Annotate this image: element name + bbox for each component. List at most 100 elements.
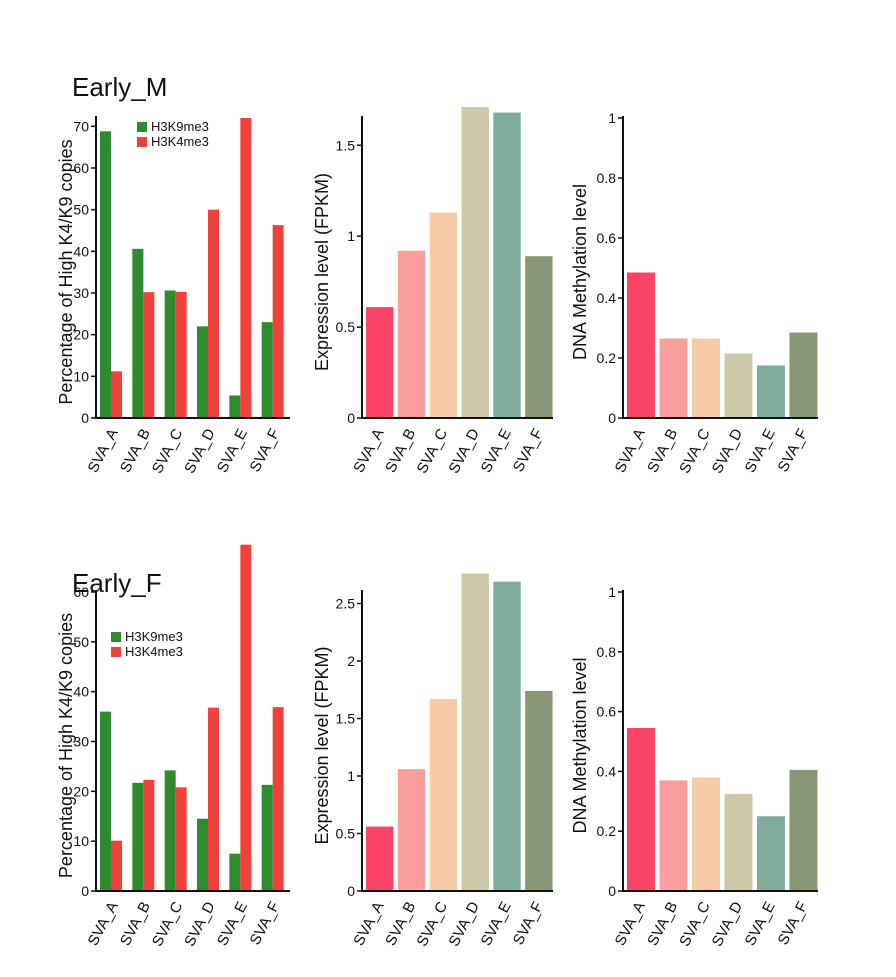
y-tick-label: 50 [73,634,89,650]
y-axis-title: Percentage of High K4/K9 copies [56,139,76,404]
bar-h3k4me3-sva-a [111,840,122,891]
x-category-label-sva-f: SVA_F [774,426,811,475]
bar-sva-e [757,365,785,418]
bar-h3k9me3-sva-a [100,711,111,891]
y-axis-title: Percentage of High K4/K9 copies [56,613,76,878]
bar-h3k9me3-sva-f [261,322,273,418]
x-category-label-sva-d: SVA_D [709,899,747,950]
x-category-label-sva-e: SVA_E [478,899,515,949]
chart-panel-4: 0102030405060SVA_ASVA_BSVA_CSVA_DSVA_ESV… [56,544,290,949]
y-tick-label: 1 [608,110,616,126]
chart-panel-1: 010203040506070SVA_ASVA_BSVA_CSVA_DSVA_E… [56,116,290,476]
bar-h3k4me3-sva-c [175,787,187,891]
legend-label-h3k4me3: H3K4me3 [151,134,209,149]
y-tick-label: 0.8 [597,644,617,660]
bar-sva-b [397,250,426,418]
bar-sva-b [659,338,688,418]
y-tick-label: 30 [73,734,89,750]
y-tick-label: 20 [73,327,89,343]
y-tick-label: 1.5 [336,711,356,727]
bar-h3k9me3-sva-b [132,248,144,418]
x-category-label-sva-f: SVA_F [510,426,547,475]
bar-sva-a [627,272,655,418]
chart-panel-3: 00.20.40.60.81SVA_ASVA_BSVA_CSVA_DSVA_ES… [570,110,818,476]
x-category-label-sva-e: SVA_E [742,899,779,949]
legend-swatch-h3k9me3 [137,122,147,132]
y-tick-label: 0 [81,883,89,899]
y-tick-label: 2.5 [336,596,356,612]
bar-sva-c [692,777,720,891]
y-axis-title: DNA Methylation level [570,657,590,833]
x-category-label-sva-e: SVA_E [214,899,251,949]
y-tick-label: 0 [81,410,89,426]
legend-swatch-h3k4me3 [137,137,147,147]
y-tick-label: 0.4 [597,763,617,779]
bar-sva-a [366,826,394,891]
y-tick-label: 0 [608,410,616,426]
panels: 010203040506070SVA_ASVA_BSVA_CSVA_DSVA_E… [56,107,818,949]
bar-sva-b [659,780,688,891]
bar-h3k9me3-sva-c [164,770,176,891]
x-category-label-sva-f: SVA_F [774,899,811,948]
axis-lines [95,116,290,419]
y-tick-label: 0.2 [597,350,617,366]
x-category-label-sva-e: SVA_E [214,426,251,476]
bar-h3k4me3-sva-b [143,779,155,891]
y-tick-label: 50 [73,202,89,218]
bar-h3k9me3-sva-f [261,784,273,891]
bar-sva-c [692,338,720,418]
y-tick-label: 60 [73,584,89,600]
legend-swatch-h3k4me3 [111,647,121,657]
bar-h3k4me3-sva-d [208,707,219,891]
bar-h3k9me3-sva-b [132,782,144,891]
bar-sva-a [366,307,394,418]
y-tick-label: 1 [608,584,616,600]
y-tick-label: 1 [347,228,355,244]
y-tick-label: 0.2 [597,823,617,839]
chart-panel-6: 00.20.40.60.81SVA_ASVA_BSVA_CSVA_DSVA_ES… [570,584,818,949]
bar-h3k9me3-sva-d [197,818,208,891]
bar-sva-d [724,793,753,891]
y-tick-label: 60 [73,160,89,176]
y-tick-label: 10 [73,368,89,384]
bar-h3k4me3-sva-b [143,292,155,418]
bar-sva-e [493,112,521,418]
legend-label-h3k9me3: H3K9me3 [125,629,183,644]
y-tick-label: 0.8 [597,170,617,186]
bar-sva-d [461,107,489,418]
y-tick-label: 0 [347,883,355,899]
x-category-label-sva-f: SVA_F [247,426,284,475]
y-axis-title: Expression level (FPKM) [312,173,332,371]
bar-sva-e [493,581,521,891]
bar-h3k9me3-sva-e [229,395,241,418]
bar-sva-d [461,573,489,891]
bar-h3k4me3-sva-d [208,209,219,418]
bar-h3k9me3-sva-a [100,131,111,419]
bar-sva-f [525,256,553,418]
bar-sva-f [789,332,818,418]
x-category-label-sva-e: SVA_E [478,426,515,476]
y-axis-title: Expression level (FPKM) [312,646,332,844]
y-tick-label: 10 [73,833,89,849]
y-tick-label: 30 [73,285,89,301]
y-tick-label: 40 [73,243,89,259]
y-tick-label: 0.5 [336,319,356,335]
bar-h3k4me3-sva-a [111,371,122,418]
y-tick-label: 20 [73,783,89,799]
y-tick-label: 0.6 [597,230,617,246]
row-title-early-m: Early_M [72,72,167,102]
bar-h3k4me3-sva-c [175,291,187,418]
y-tick-label: 1 [347,768,355,784]
y-tick-label: 0.6 [597,704,617,720]
x-category-label-sva-d: SVA_D [445,426,483,477]
y-tick-label: 0 [608,883,616,899]
x-category-label-sva-d: SVA_D [709,426,747,477]
x-category-label-sva-d: SVA_D [445,899,483,950]
bar-sva-f [789,769,818,891]
y-tick-label: 2 [347,653,355,669]
bar-sva-c [429,698,458,891]
chart-panel-2: 00.511.5SVA_ASVA_BSVA_CSVA_DSVA_ESVA_FEx… [312,107,553,476]
x-category-label-sva-d: SVA_D [181,426,219,477]
